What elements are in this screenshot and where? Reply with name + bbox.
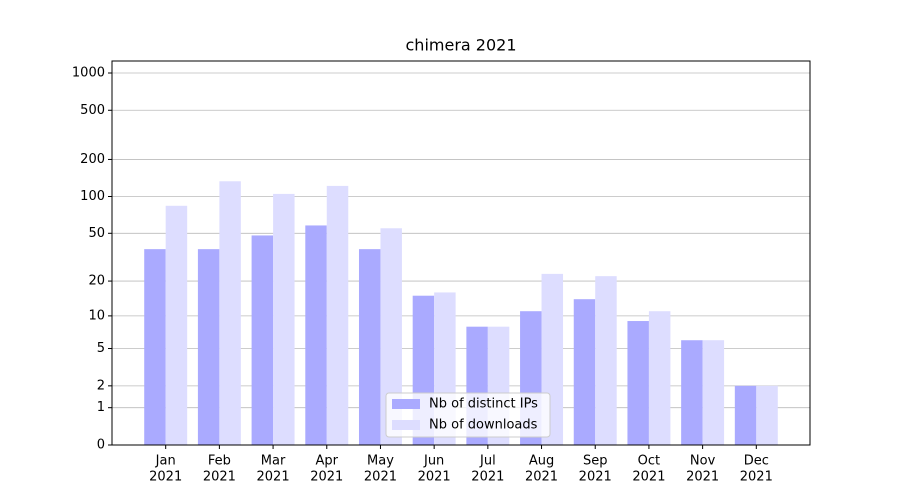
legend-label: Nb of downloads <box>429 418 538 433</box>
x-tick-label: 2021 <box>149 470 182 485</box>
legend-box <box>385 392 551 438</box>
bar <box>595 276 617 445</box>
x-tick-label: 2021 <box>418 470 451 485</box>
bar <box>734 385 757 445</box>
x-tick-label: 2021 <box>471 470 504 485</box>
x-tick-label: Feb <box>208 454 231 469</box>
x-tick-label: 2021 <box>364 470 397 485</box>
x-tick-label: Jun <box>423 454 444 469</box>
x-tick-label: Mar <box>261 454 286 469</box>
x-tick-label: May <box>367 454 394 469</box>
x-tick-label: Nov <box>690 454 716 469</box>
y-tick-label: 500 <box>80 103 105 118</box>
x-tick-label: 2021 <box>686 470 719 485</box>
x-tick-label: 2021 <box>740 470 773 485</box>
bar <box>197 249 220 445</box>
legend-swatch <box>392 399 420 409</box>
bar <box>702 340 725 445</box>
legend-swatch <box>392 420 420 430</box>
y-tick-label: 50 <box>88 226 105 241</box>
bar <box>273 193 295 445</box>
y-tick-label: 5 <box>97 341 105 356</box>
bar <box>219 181 241 445</box>
y-tick-label: 200 <box>80 152 105 167</box>
y-tick-label: 0 <box>97 438 105 453</box>
bar <box>380 228 402 445</box>
bar <box>144 249 166 445</box>
bar <box>165 205 188 445</box>
x-tick-label: Jul <box>479 454 496 469</box>
x-tick-label: 2021 <box>310 470 343 485</box>
chart-title: chimera 2021 <box>406 36 517 55</box>
bar <box>326 185 349 445</box>
bar <box>358 249 381 445</box>
y-tick-label: 20 <box>88 274 105 289</box>
bar <box>573 299 596 445</box>
bar <box>648 311 671 445</box>
x-tick-label: Sep <box>583 454 608 469</box>
y-tick-label: 2 <box>97 378 105 393</box>
x-tick-label: Oct <box>638 454 660 469</box>
x-tick-label: 2021 <box>525 470 558 485</box>
y-tick-label: 100 <box>80 189 105 204</box>
x-tick-label: Jan <box>155 454 176 469</box>
legend-label: Nb of distinct IPs <box>429 397 538 412</box>
bar <box>627 321 649 445</box>
plot-frame <box>111 60 811 446</box>
y-tick-label: 10 <box>88 308 105 323</box>
x-tick-label: Dec <box>744 454 769 469</box>
y-tick-label: 1 <box>97 400 105 415</box>
x-tick-label: 2021 <box>579 470 612 485</box>
x-tick-label: 2021 <box>257 470 290 485</box>
x-tick-label: 2021 <box>632 470 665 485</box>
bar <box>251 235 274 445</box>
y-tick-label: 1000 <box>72 66 105 81</box>
bar <box>756 385 778 445</box>
x-tick-label: 2021 <box>203 470 236 485</box>
bar <box>305 225 327 445</box>
bar <box>681 340 703 445</box>
x-tick-label: Aug <box>529 454 554 469</box>
x-tick-label: Apr <box>316 454 339 469</box>
